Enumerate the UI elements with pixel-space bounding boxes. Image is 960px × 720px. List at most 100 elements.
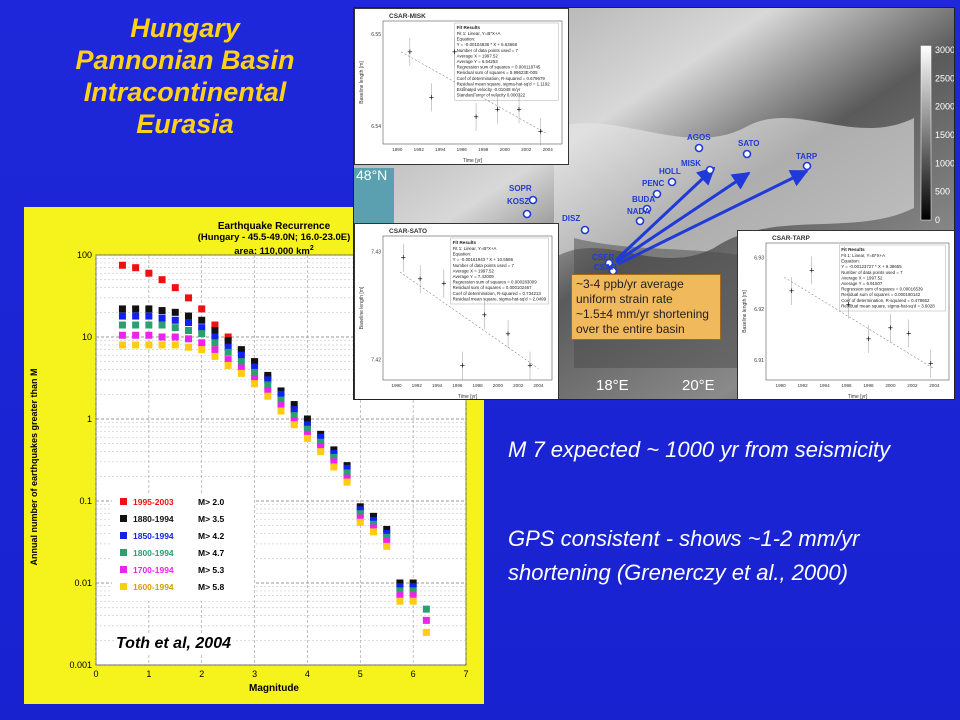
- data-point: [409, 579, 417, 587]
- inset-x-tick: 1994: [819, 383, 830, 388]
- data-point: [396, 592, 404, 600]
- strain-rate-box: ~3-4 ppb/yr average uniform strain rate …: [571, 274, 721, 340]
- inset-x-tick: 1992: [797, 383, 808, 388]
- measurement-point: +: [888, 323, 893, 333]
- data-point: [409, 597, 417, 605]
- inset-x-tick: 1990: [391, 383, 402, 388]
- legend-swatch: [120, 566, 127, 573]
- data-point: [290, 406, 298, 414]
- station-marker: [694, 143, 704, 153]
- fit-results-line: Regression sum of squares = 0.000283009: [453, 280, 538, 285]
- inset-y-tick: 6.93: [754, 255, 764, 261]
- inset-title: CSAR-MISK: [389, 13, 426, 20]
- station-marker: [604, 258, 614, 268]
- colorbar-tick-label: 1000: [935, 158, 954, 168]
- vector-sato: [615, 171, 751, 264]
- fit-results-header: Fit Results: [841, 247, 865, 252]
- x-tick-label: 0: [93, 669, 98, 679]
- chart-subtitle: (Hungary - 45.5-49.0N; 16.0-23.0E): [198, 232, 351, 243]
- fit-results-line: Residual sum of squares = 5.99623E-005: [457, 70, 538, 75]
- legend-label: 1800-1994: [133, 548, 174, 558]
- data-point: [370, 524, 377, 532]
- data-point: [185, 294, 192, 302]
- data-point: [383, 538, 391, 546]
- y-tick-label: 100: [77, 250, 92, 260]
- legend-threshold: M> 5.8: [198, 582, 224, 592]
- measurement-point: +: [407, 47, 412, 57]
- data-point: [224, 333, 232, 341]
- chart-legend: [112, 493, 254, 601]
- data-point: [158, 307, 166, 315]
- measurement-point: +: [906, 328, 911, 338]
- station-marker: [635, 216, 645, 226]
- data-point: [224, 361, 232, 369]
- data-point: [251, 358, 259, 366]
- station-marker: [705, 165, 715, 175]
- data-point: [422, 616, 430, 624]
- fit-results-line: Average Y = 6.91507: [841, 281, 883, 286]
- data-point: [356, 514, 364, 522]
- x-tick-label: 3: [252, 669, 257, 679]
- station-label: CSAR: [594, 263, 617, 272]
- fit-results-line: Average X = 1997.52: [457, 53, 499, 58]
- data-point: [211, 339, 219, 347]
- fit-results-line: Number of data points used = 7: [453, 263, 515, 268]
- data-point: [185, 343, 192, 351]
- data-point: [132, 264, 140, 272]
- data-point: [343, 464, 351, 472]
- chart-plot-area: 0.001 0.01 0.1 1 10 100 0 1 2 3 4 5 6 7 1995-2003 M> 2.…: [69, 250, 468, 679]
- inset-x-tick: 2004: [543, 147, 554, 152]
- y-tick-label: 10: [82, 332, 92, 342]
- data-point: [145, 341, 153, 349]
- inset-y-label: Baseline length [m]: [359, 61, 365, 104]
- data-point: [277, 396, 285, 404]
- fit-results-line: Coef of determination, R-squared = 0.679…: [457, 76, 546, 81]
- data-point: [211, 352, 219, 360]
- measurement-point: +: [473, 112, 478, 122]
- data-point: [118, 312, 126, 320]
- lat-label: 48°N: [356, 167, 387, 183]
- inset-x-tick: 1996: [452, 383, 463, 388]
- data-point: [277, 402, 285, 410]
- data-point: [290, 421, 298, 429]
- title-line-4: Eurasia: [136, 109, 234, 139]
- data-point: [237, 369, 245, 377]
- data-point: [303, 421, 311, 429]
- data-point: [132, 321, 140, 329]
- data-point: [383, 530, 391, 538]
- trend-line: [784, 276, 935, 370]
- station-marker: [667, 177, 677, 187]
- data-point: [198, 316, 206, 324]
- station-marker: [580, 225, 590, 235]
- station-marker: [652, 189, 662, 199]
- x-tick-label: 4: [305, 669, 310, 679]
- fit-results-line: Coef of determination, R-squared = 0.478…: [841, 298, 930, 303]
- fit-results-line: Average Y = 6.54253: [457, 59, 499, 64]
- inset-x-tick: 2004: [533, 383, 544, 388]
- measurement-point: +: [809, 265, 814, 275]
- data-point: [396, 583, 404, 591]
- colorbar-tick-label: 1500: [935, 130, 954, 140]
- measurement-point: +: [516, 105, 521, 115]
- station-label: MISK: [681, 159, 701, 168]
- station-label: PENC: [642, 179, 664, 188]
- measurement-point: +: [538, 127, 543, 137]
- inset-x-tick: 1990: [776, 383, 787, 388]
- fit-results-line: Regression sum of squares = 0.000118745: [457, 65, 541, 70]
- data-point: [317, 443, 325, 451]
- fit-results-line: Equation:: [453, 252, 472, 257]
- data-point: [330, 463, 338, 471]
- fit-results-line: Estimated velocity -0.01048 m/yr: [457, 87, 521, 92]
- inset-x-tick: 2002: [513, 383, 524, 388]
- fit-results-line: Number of data points used = 7: [841, 270, 903, 275]
- title-line-3: Intracontinental: [83, 77, 287, 107]
- gps-map-panel: 48°N 18°E 20°E 3000 2500 2000 1500 1000 500 0 …: [353, 7, 955, 400]
- data-point: [383, 542, 391, 550]
- inset-x-tick: 1998: [478, 147, 489, 152]
- inset-x-tick: 1998: [863, 383, 874, 388]
- data-point: [145, 305, 153, 313]
- data-point: [330, 453, 338, 461]
- fit-results-header: Fit Results: [453, 240, 477, 245]
- data-point: [118, 341, 126, 349]
- data-point: [198, 305, 206, 313]
